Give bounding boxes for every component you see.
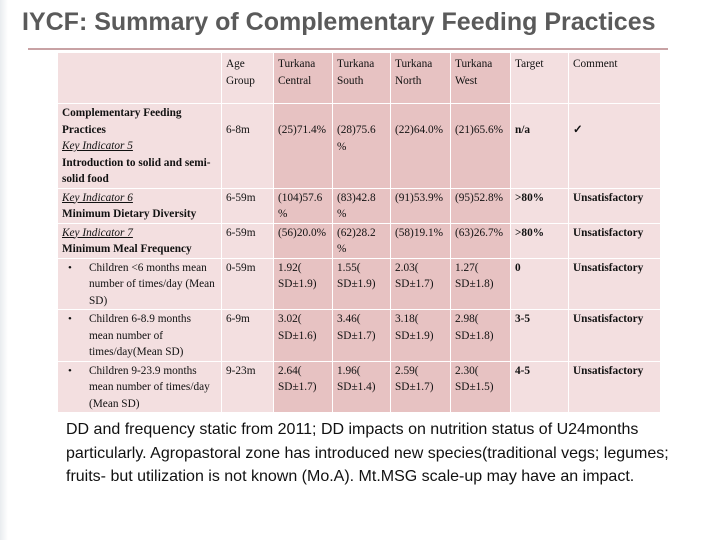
table-row: Complementary Feeding Practices Key Indi… xyxy=(57,103,661,189)
header-turkana-south: Turkana South xyxy=(332,52,391,104)
central-cell: 1.92( SD±1.9) xyxy=(273,257,333,310)
indicator-key: Key Indicator 7 xyxy=(62,226,133,239)
north-cell: 3.18( SD±1.9) xyxy=(390,309,451,362)
south-cell: (83)42.8 % xyxy=(332,187,391,224)
indicator-cell: Complementary Feeding Practices Key Indi… xyxy=(57,103,222,189)
central-cell: (56)20.0% xyxy=(273,222,333,259)
indicator-name: Children 9-23.9 months mean number of ti… xyxy=(62,363,217,413)
comment-cell: Unsatisfactory xyxy=(568,187,661,224)
indicator-cell: Key Indicator 6 Minimum Dietary Diversit… xyxy=(57,187,222,224)
indicator-name: Children 6-8.9 months mean number of tim… xyxy=(62,311,217,361)
indicator-cell: Children 6-8.9 months mean number of tim… xyxy=(57,309,222,362)
south-cell: (28)75.6 % xyxy=(332,103,391,189)
table-row: Key Indicator 6 Minimum Dietary Diversit… xyxy=(57,187,661,224)
indicator-name: Minimum Meal Frequency xyxy=(62,243,192,255)
west-cell: (63)26.7% xyxy=(450,222,511,259)
table-row: Children 6-8.9 months mean number of tim… xyxy=(57,309,661,362)
comment-cell: Unsatisfactory xyxy=(568,309,661,362)
west-cell: 2.30( SD±1.5) xyxy=(450,360,511,413)
west-cell: 1.27( SD±1.8) xyxy=(450,257,511,310)
indicator-key: Key Indicator 6 xyxy=(62,191,133,204)
comment-cell: Unsatisfactory xyxy=(568,222,661,259)
comment-cell: ✓ xyxy=(568,103,661,189)
header-row: Age Group Turkana Central Turkana South … xyxy=(57,52,661,104)
age-cell: 6-8m xyxy=(221,103,274,189)
west-cell: 2.98( SD±1.8) xyxy=(450,309,511,362)
target-cell: 0 xyxy=(510,257,569,310)
comment-cell: Unsatisfactory xyxy=(568,360,661,413)
south-cell: 1.55( SD±1.9) xyxy=(332,257,391,310)
page-title: IYCF: Summary of Complementary Feeding P… xyxy=(22,8,656,36)
header-indicator xyxy=(57,52,222,104)
header-target: Target xyxy=(510,52,569,104)
south-cell: (62)28.2 % xyxy=(332,222,391,259)
indicator-cell: Key Indicator 7 Minimum Meal Frequency xyxy=(57,222,222,259)
header-turkana-north: Turkana North xyxy=(390,52,451,104)
central-cell: 2.64( SD±1.7) xyxy=(273,360,333,413)
header-comment: Comment xyxy=(568,52,661,104)
target-cell: n/a xyxy=(510,103,569,189)
header-turkana-central: Turkana Central xyxy=(273,52,333,104)
section-heading: Complementary Feeding Practices xyxy=(62,107,182,136)
central-cell: 3.02( SD±1.6) xyxy=(273,309,333,362)
indicator-table: Age Group Turkana Central Turkana South … xyxy=(57,52,661,413)
slide-edge-decoration xyxy=(0,0,8,540)
summary-note: DD and frequency static from 2011; DD im… xyxy=(66,421,669,485)
table-row: Children 9-23.9 months mean number of ti… xyxy=(57,360,661,413)
indicator-cell: Children <6 months mean number of times/… xyxy=(57,257,222,310)
west-cell: (21)65.6% xyxy=(450,103,511,189)
indicator-cell: Children 9-23.9 months mean number of ti… xyxy=(57,360,222,413)
indicator-name: Introduction to solid and semi-solid foo… xyxy=(62,156,211,186)
south-cell: 3.46( SD±1.7) xyxy=(332,309,391,362)
indicator-name: Children <6 months mean number of times/… xyxy=(62,260,217,310)
north-cell: (22)64.0% xyxy=(390,103,451,189)
indicator-key: Key Indicator 5 xyxy=(62,140,133,152)
target-cell: >80% xyxy=(510,187,569,224)
age-cell: 6-59m xyxy=(221,222,274,259)
indicator-name: Minimum Dietary Diversity xyxy=(62,208,197,220)
target-cell: 3-5 xyxy=(510,309,569,362)
age-cell: 0-59m xyxy=(221,257,274,310)
age-cell: 6-9m xyxy=(221,309,274,362)
north-cell: 2.03( SD±1.7) xyxy=(390,257,451,310)
header-turkana-west: Turkana West xyxy=(450,52,511,104)
title-divider xyxy=(28,48,668,50)
north-cell: (58)19.1% xyxy=(390,222,451,259)
table-row: Key Indicator 7 Minimum Meal Frequency 6… xyxy=(57,222,661,259)
north-cell: 2.59( SD±1.7) xyxy=(390,360,451,413)
central-cell: (25)71.4% xyxy=(273,103,333,189)
age-cell: 6-59m xyxy=(221,187,274,224)
comment-cell: Unsatisfactory xyxy=(568,257,661,310)
header-age-group: Age Group xyxy=(221,52,274,104)
north-cell: (91)53.9% xyxy=(390,187,451,224)
target-cell: >80% xyxy=(510,222,569,259)
table-row: Children <6 months mean number of times/… xyxy=(57,257,661,310)
south-cell: 1.96( SD±1.4) xyxy=(332,360,391,413)
age-cell: 9-23m xyxy=(221,360,274,413)
west-cell: (95)52.8% xyxy=(450,187,511,224)
target-cell: 4-5 xyxy=(510,360,569,413)
central-cell: (104)57.6 % xyxy=(273,187,333,224)
